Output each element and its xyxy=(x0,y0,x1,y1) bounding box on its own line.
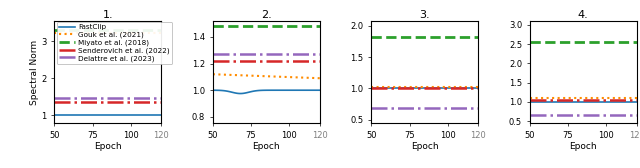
Title: 1.: 1. xyxy=(102,10,113,20)
Title: 2.: 2. xyxy=(261,10,272,20)
X-axis label: Epoch: Epoch xyxy=(253,141,280,151)
X-axis label: Epoch: Epoch xyxy=(94,141,122,151)
X-axis label: Epoch: Epoch xyxy=(411,141,438,151)
Title: 4.: 4. xyxy=(578,10,589,20)
X-axis label: Epoch: Epoch xyxy=(570,141,597,151)
Title: 3.: 3. xyxy=(419,10,430,20)
Legend: FastClip, Gouk et al. (2021), Miyato et al. (2018), Senderovich et al. (2022), D: FastClip, Gouk et al. (2021), Miyato et … xyxy=(56,22,172,64)
Y-axis label: Spectral Norm: Spectral Norm xyxy=(29,40,38,105)
